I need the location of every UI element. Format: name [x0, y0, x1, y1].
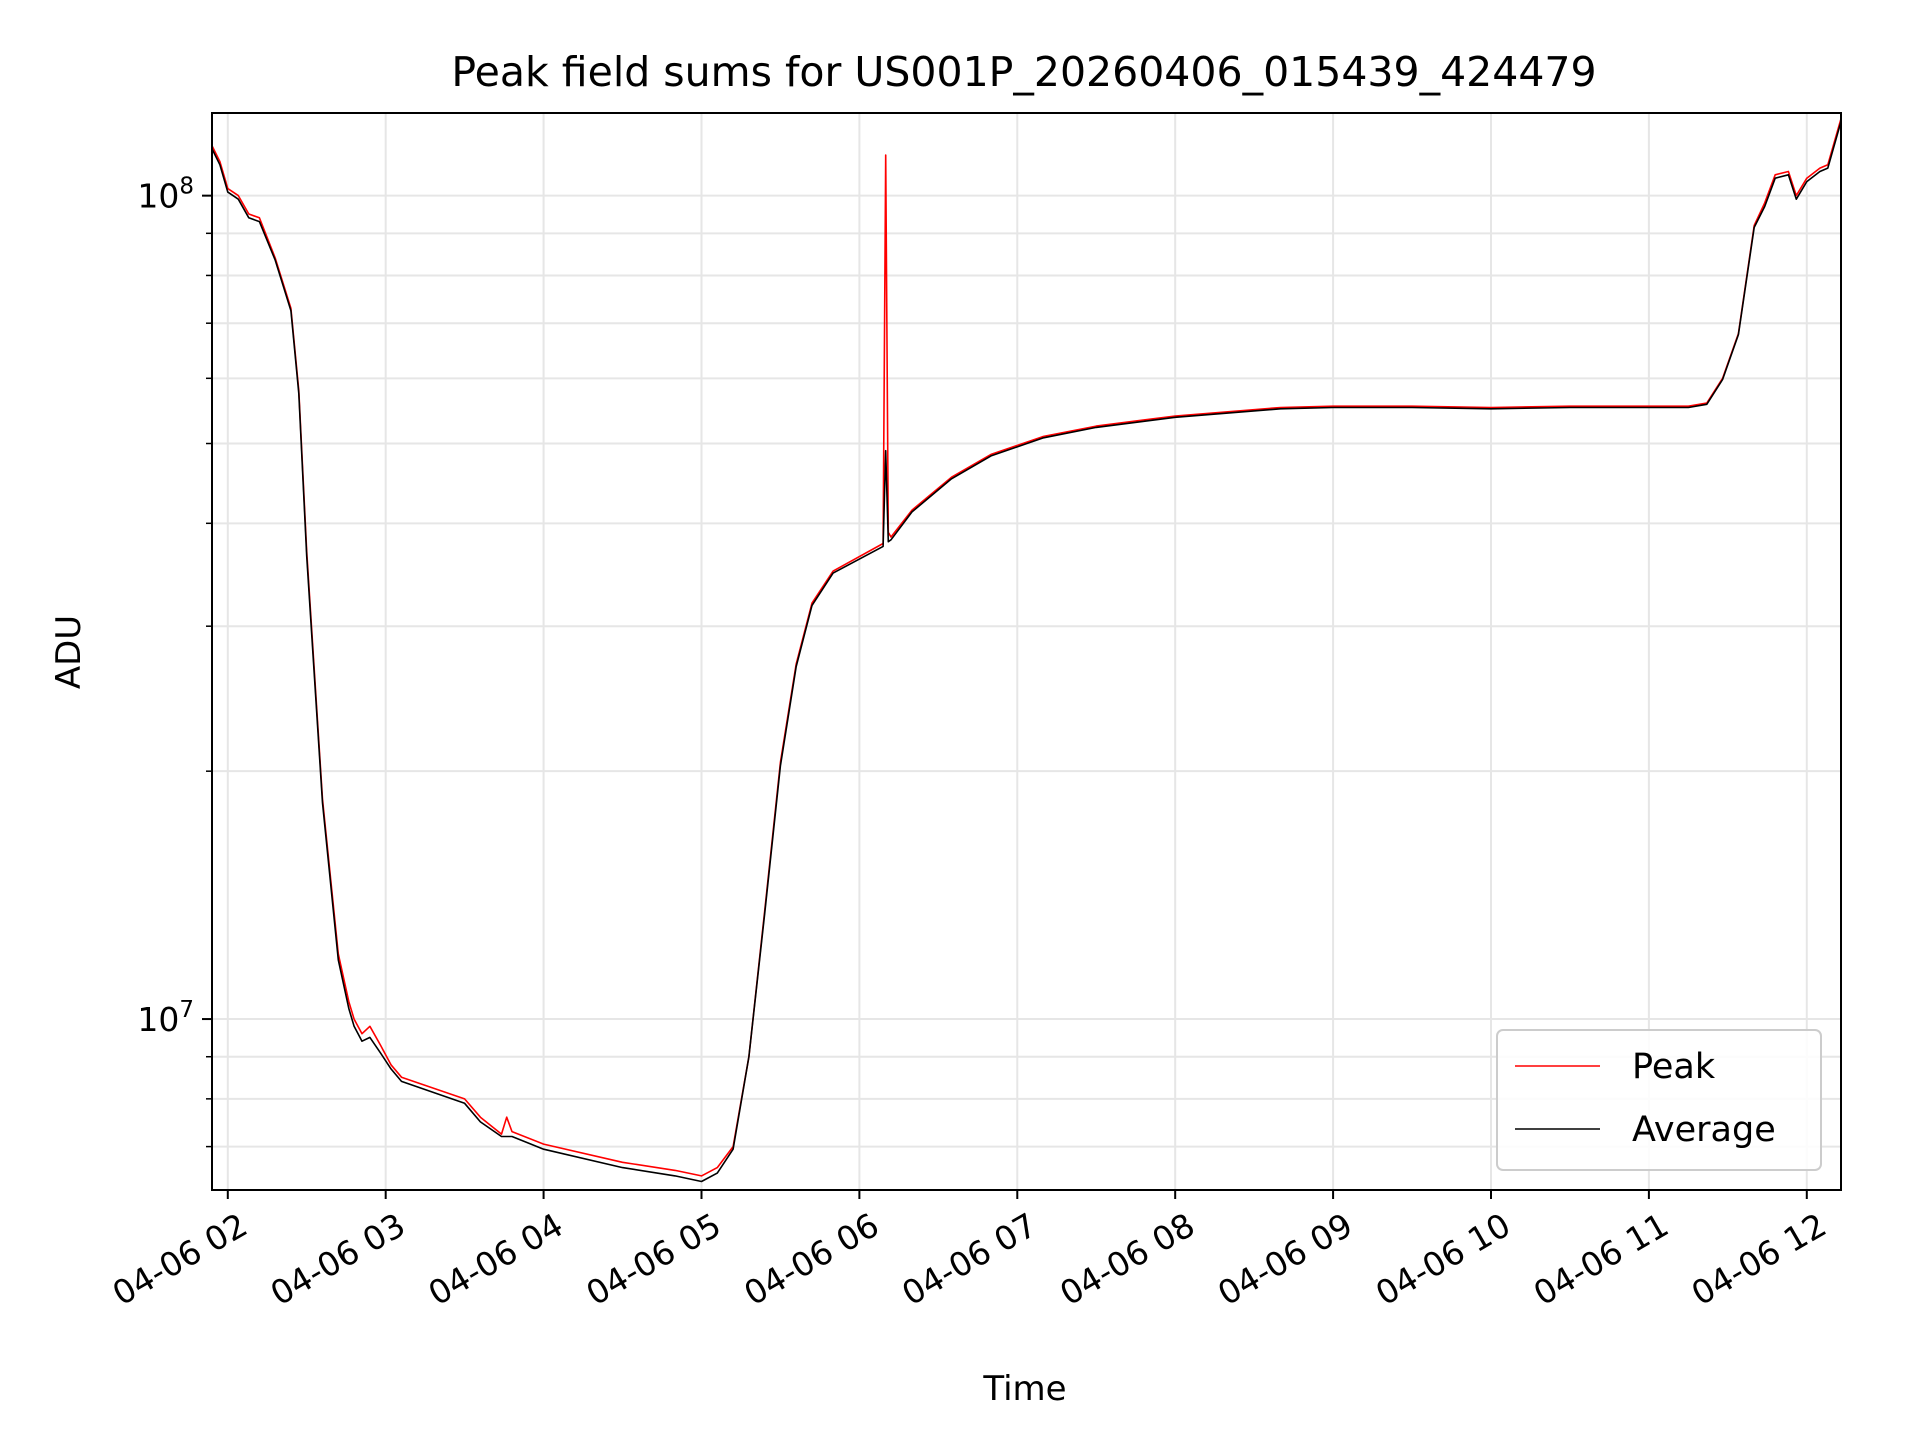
series-line-average: [211, 121, 1842, 1183]
grid: [212, 113, 1841, 1190]
legend-box: [1496, 1029, 1822, 1171]
x-axis-label: Time: [982, 1369, 1066, 1409]
legend-label-average: Average: [1632, 1110, 1776, 1150]
y-axis: 107 108: [137, 174, 212, 1148]
plot-frame: [211, 112, 1842, 1191]
y-tick-label: 107: [137, 997, 194, 1039]
y-tick-label: 108: [137, 174, 194, 216]
series-group: [211, 118, 1842, 1183]
legend-label-peak: Peak: [1632, 1047, 1716, 1087]
y-axis-label: ADU: [49, 615, 89, 689]
chart-title: Peak field sums for US001P_20260406_0154…: [451, 48, 1596, 96]
legend: Peak Average: [1496, 1029, 1822, 1171]
